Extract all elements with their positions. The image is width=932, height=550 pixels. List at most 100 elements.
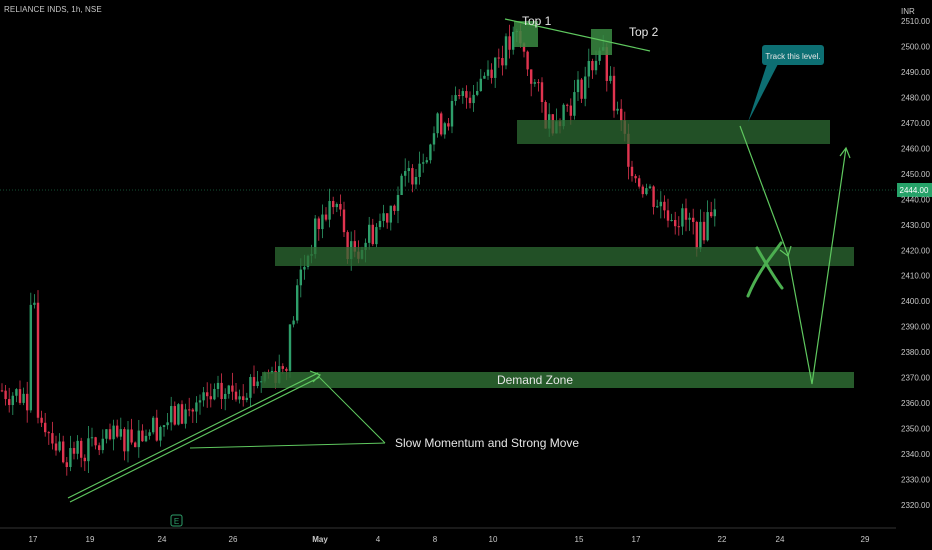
y-tick-label: 2460.00 [901, 144, 930, 153]
earnings-marker[interactable] [170, 514, 183, 527]
projection-arrow-up [839, 146, 851, 159]
x-tick-label: 15 [575, 535, 584, 544]
candle-body [371, 224, 374, 245]
candle-body [256, 381, 259, 387]
candle-body [339, 203, 342, 210]
candle-body [40, 417, 43, 423]
candle-body [353, 241, 356, 252]
candle-body [638, 178, 641, 187]
demand-zone-label: Demand Zone [497, 373, 573, 387]
candle-body [566, 104, 569, 106]
candle-body [26, 393, 29, 411]
candle-body [76, 440, 79, 454]
candle-body [292, 320, 295, 325]
candle-body [710, 212, 713, 217]
candle-body [692, 217, 695, 222]
earnings-marker-label: E [174, 517, 179, 526]
candle-body [296, 285, 299, 321]
candle-body [472, 94, 475, 104]
candle-body [126, 429, 130, 452]
momentum-pointer-2 [319, 377, 386, 444]
candle-body [368, 224, 371, 243]
candle-body [429, 144, 432, 161]
candle-body [152, 417, 155, 433]
candle-body [609, 75, 612, 81]
momentum-pointer-1 [189, 442, 386, 449]
candle-body [108, 429, 112, 440]
candle-body [11, 395, 14, 406]
candle-body [33, 302, 36, 305]
y-tick-label: 2400.00 [901, 297, 930, 306]
top-trendline [504, 18, 651, 52]
candle-body [630, 166, 634, 177]
candle-body [465, 91, 468, 98]
candle-body [166, 422, 169, 426]
candle-body [713, 209, 716, 217]
candle-body [659, 201, 662, 207]
candle-body [468, 97, 472, 104]
candle-body [231, 385, 234, 392]
candle-body [4, 390, 7, 400]
candle-body [422, 162, 425, 164]
candle-body [65, 462, 68, 468]
candle-body [15, 389, 18, 396]
candle-body [620, 108, 623, 121]
candle-body [260, 381, 263, 383]
support-zone [275, 247, 854, 266]
x-tick-label: 24 [776, 535, 785, 544]
candle-body [458, 95, 461, 97]
candle-body [569, 105, 572, 116]
candle-body [317, 218, 320, 230]
callout-pointer [748, 64, 778, 122]
candle-body [22, 393, 25, 403]
candle-body [540, 82, 544, 102]
candle-body [418, 163, 421, 178]
candle-body [461, 91, 464, 96]
candle-body [324, 214, 328, 220]
candle-body [411, 168, 414, 185]
candle-body [677, 226, 680, 228]
y-tick-label: 2430.00 [901, 221, 930, 230]
candle-body [94, 437, 97, 446]
x-tick-label: May [312, 535, 328, 544]
candle-body [101, 438, 104, 451]
candle-body [119, 429, 122, 437]
candle-body [666, 210, 670, 221]
x-tick-label: 4 [376, 535, 381, 544]
candle-body [188, 409, 191, 411]
candle-body [198, 400, 202, 403]
candle-body [72, 448, 76, 454]
y-tick-label: 2370.00 [901, 374, 930, 383]
candle-body [681, 208, 684, 227]
candle-body [332, 201, 335, 208]
candle-body [51, 433, 54, 444]
candle-body [447, 123, 450, 127]
resistance-zone [517, 120, 830, 144]
candle-body [123, 429, 126, 452]
candle-body [432, 133, 436, 145]
candle-body [663, 201, 666, 211]
candle-body [404, 171, 407, 176]
candle-body [148, 432, 151, 436]
y-tick-label: 2440.00 [901, 195, 930, 204]
candle-body [378, 220, 382, 228]
candle-body [440, 113, 443, 135]
candle-body [584, 76, 587, 99]
currency-label: INR [901, 7, 915, 16]
callout-box [762, 45, 824, 65]
candle-body [386, 213, 389, 223]
candle-body [486, 69, 490, 76]
candle-body [54, 443, 58, 451]
candle-body [598, 50, 601, 61]
rising-trendline-2 [69, 376, 321, 503]
y-tick-label: 2490.00 [901, 68, 930, 77]
candle-body [522, 43, 526, 52]
candle-body [177, 404, 180, 425]
top1-label: Top 1 [522, 14, 552, 28]
candle-body [576, 79, 580, 93]
candle-body [299, 269, 302, 286]
candle-body [69, 448, 72, 468]
candle-body [83, 457, 86, 462]
x-tick-label: 24 [158, 535, 167, 544]
